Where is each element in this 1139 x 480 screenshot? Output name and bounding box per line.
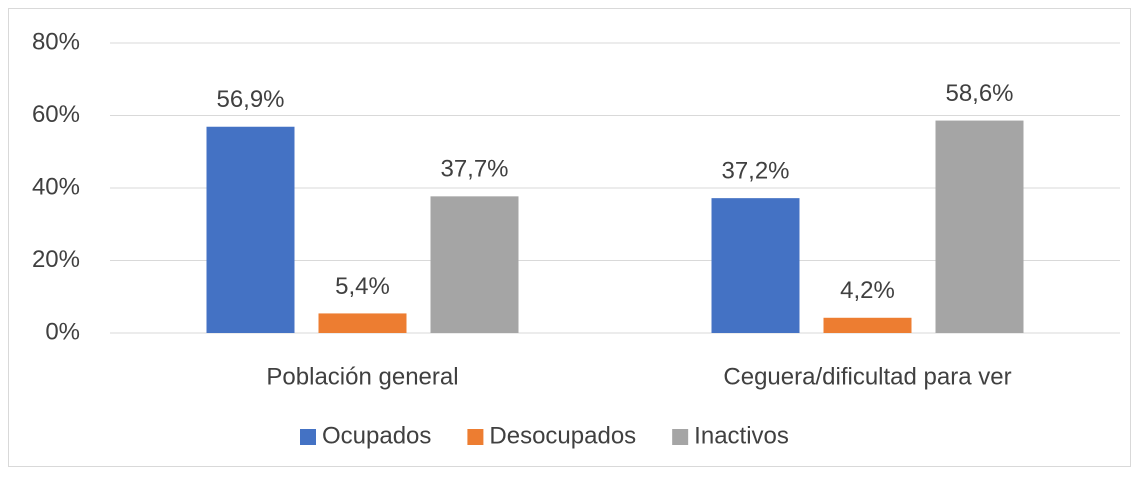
- bar: [430, 196, 519, 333]
- legend-label: Ocupados: [322, 422, 431, 449]
- y-tick-label: 20%: [32, 246, 80, 273]
- legend-label: Desocupados: [489, 422, 636, 449]
- y-tick-label: 80%: [32, 28, 80, 55]
- value-label: 58,6%: [945, 80, 1013, 107]
- value-label: 56,9%: [216, 86, 284, 113]
- y-tick-label: 40%: [32, 173, 80, 200]
- x-tick-label: Población general: [266, 363, 458, 390]
- value-label: 5,4%: [335, 273, 390, 300]
- y-tick-label: 0%: [45, 318, 80, 345]
- legend-swatch: [467, 429, 484, 445]
- bar: [318, 313, 407, 333]
- bar: [935, 120, 1024, 333]
- value-label: 4,2%: [840, 277, 895, 304]
- x-tick-label: Ceguera/dificultad para ver: [723, 363, 1011, 390]
- legend-swatch: [672, 429, 689, 445]
- value-label: 37,2%: [721, 157, 789, 184]
- bar: [711, 198, 800, 333]
- bar: [206, 126, 295, 333]
- legend-label: Inactivos: [694, 422, 789, 449]
- value-label: 37,7%: [440, 156, 508, 183]
- y-tick-label: 60%: [32, 101, 80, 128]
- bar: [823, 317, 912, 333]
- legend-swatch: [300, 429, 316, 445]
